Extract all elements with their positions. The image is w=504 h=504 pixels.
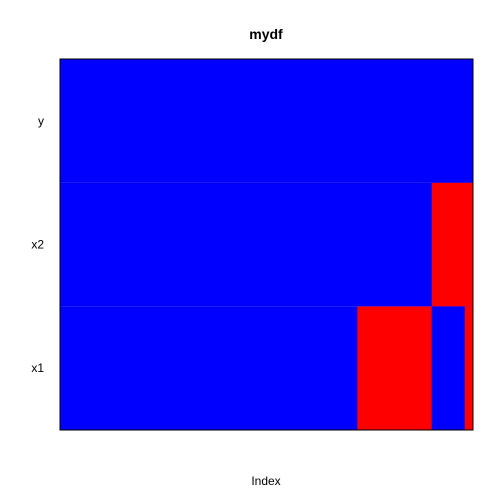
cell-missing-x1-1	[357, 306, 432, 430]
row-label-y: y	[38, 114, 44, 128]
x-axis-label: Index	[251, 474, 280, 488]
cell-missing-x2-1	[431, 182, 473, 307]
row-tick-labels: x1 x2 y	[31, 114, 44, 375]
heatmap-cells	[60, 59, 473, 430]
row-label-x2: x2	[31, 238, 44, 252]
cell-missing-x1-2	[464, 306, 473, 430]
chart-title: mydf	[249, 26, 283, 42]
row-label-x1: x1	[31, 361, 44, 375]
cell-observed-x2	[60, 182, 473, 307]
plot-frame	[59, 58, 474, 431]
cell-observed-y	[60, 59, 473, 183]
